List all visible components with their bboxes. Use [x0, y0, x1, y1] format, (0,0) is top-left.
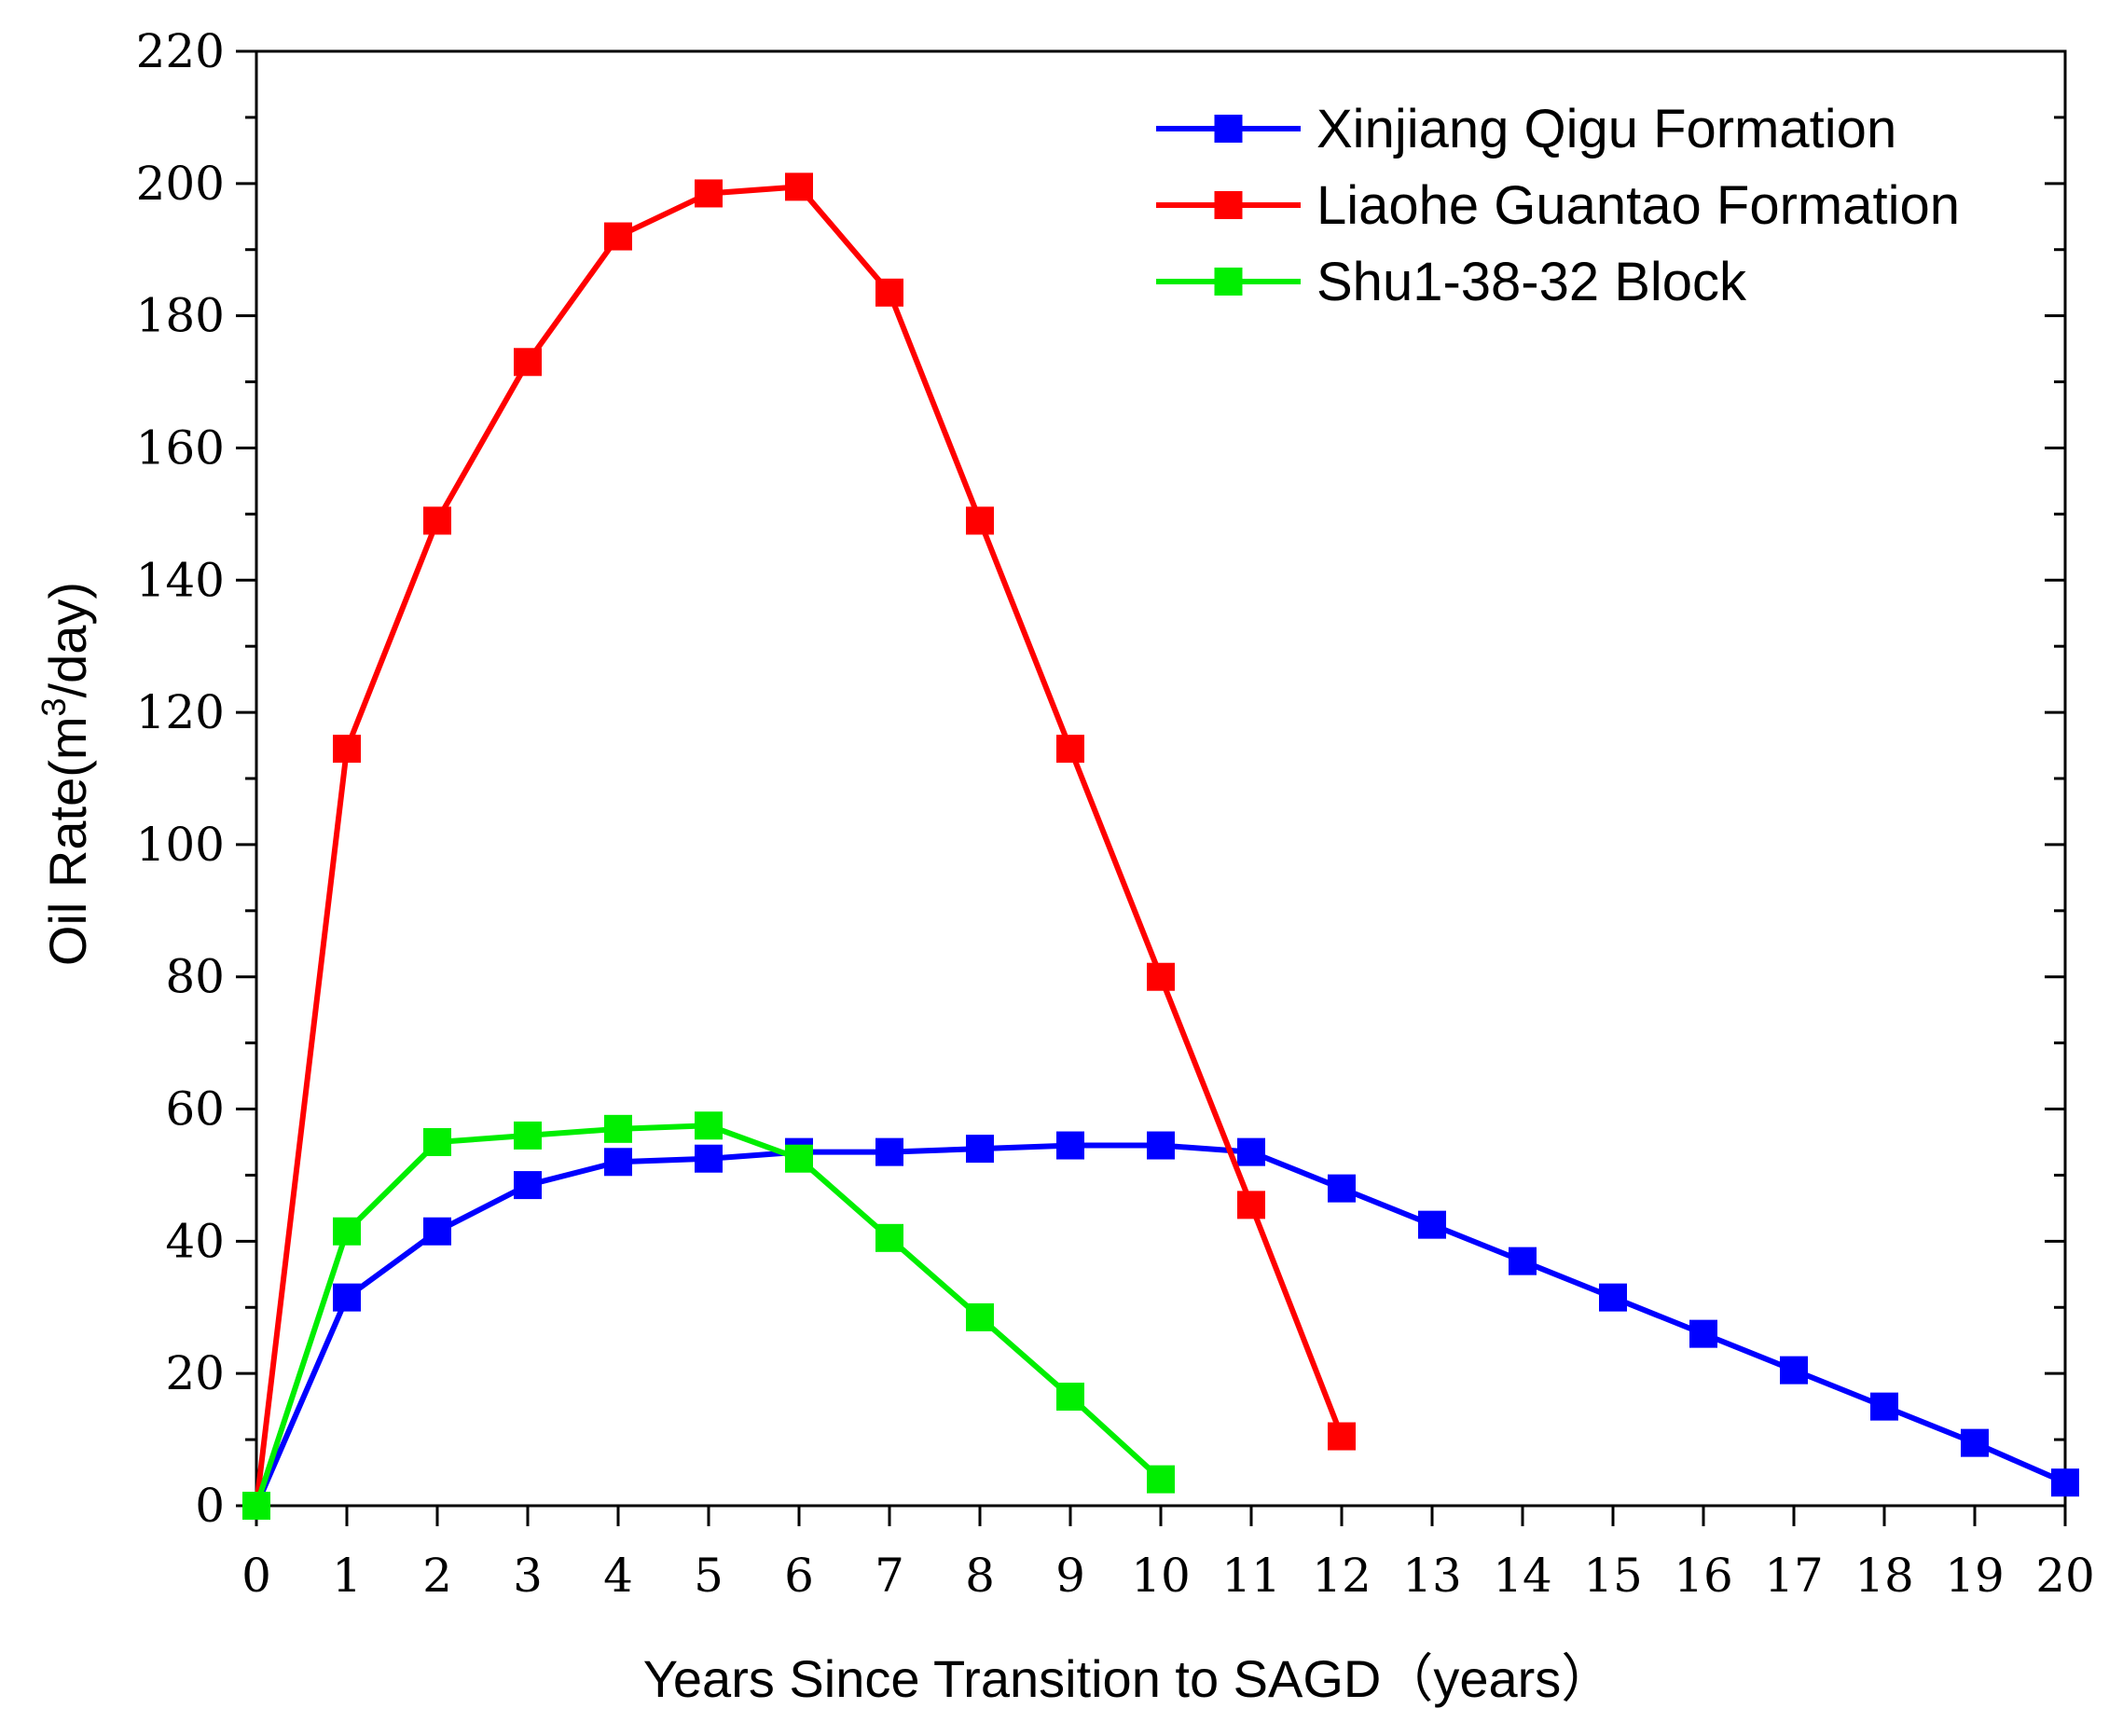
y-tick-label: 60	[165, 1082, 225, 1137]
data-point-marker	[1780, 1356, 1808, 1385]
x-tick-label: 14	[1493, 1549, 1552, 1603]
data-point-marker	[423, 506, 451, 535]
x-tick-label: 1	[332, 1549, 362, 1603]
x-tick-label: 11	[1221, 1549, 1281, 1603]
data-point-marker	[966, 1135, 994, 1164]
legend-label: Liaohe Guantao Formation	[1316, 175, 1960, 236]
data-point-marker	[2051, 1468, 2079, 1497]
series-line	[254, 1123, 1164, 1507]
data-point-marker	[1147, 1465, 1175, 1494]
data-point-marker	[875, 1137, 903, 1166]
data-point-marker	[1056, 1383, 1084, 1411]
y-tick-label: 200	[136, 157, 225, 211]
data-point-marker	[1961, 1428, 1989, 1457]
y-tick-label: 220	[136, 24, 225, 78]
x-tick-label: 2	[422, 1549, 452, 1603]
data-point-marker	[695, 1144, 723, 1173]
y-tick-label: 140	[136, 553, 225, 607]
legend: Xinjiang Qigu Formation Liaohe Guantao Fo…	[1156, 99, 1960, 312]
x-tick-label: 4	[603, 1549, 633, 1603]
data-point-marker	[604, 1114, 632, 1143]
data-point-marker	[1056, 735, 1084, 764]
legend-item: Shu1-38-32 Block	[1156, 252, 1747, 312]
y-axis-title: Oil Rate(m3/day)	[34, 582, 97, 966]
x-tick-label: 18	[1854, 1549, 1914, 1603]
data-point-marker	[514, 1121, 542, 1150]
data-point-marker	[966, 1302, 994, 1331]
series-1	[242, 172, 1356, 1520]
series-2	[242, 1111, 1175, 1520]
x-tick-label: 15	[1583, 1549, 1643, 1603]
y-tick-label: 40	[165, 1214, 225, 1268]
data-point-marker	[1689, 1319, 1717, 1348]
legend-item: Xinjiang Qigu Formation	[1156, 99, 1896, 159]
data-point-marker	[1237, 1137, 1265, 1166]
y-tick-label: 0	[195, 1479, 225, 1533]
x-axis-title: Years Since Transition to SAGD（years）	[643, 1649, 1614, 1708]
x-tick-label: 20	[2035, 1549, 2095, 1603]
data-point-marker	[1418, 1210, 1446, 1239]
x-tick-label: 9	[1055, 1549, 1085, 1603]
data-point-marker	[514, 348, 542, 377]
series-0	[242, 1131, 2079, 1520]
x-tick-label: 5	[694, 1549, 724, 1603]
series-line	[254, 184, 1344, 1507]
plot-frame	[255, 49, 2067, 1508]
data-point-marker	[333, 735, 361, 764]
x-tick-label: 17	[1764, 1549, 1824, 1603]
x-tick-label: 12	[1312, 1549, 1372, 1603]
data-point-marker	[1147, 1131, 1175, 1160]
x-tick-label: 7	[875, 1549, 904, 1603]
legend-marker	[1214, 268, 1243, 296]
legend-label: Shu1-38-32 Block	[1316, 252, 1747, 312]
data-point-marker	[1599, 1283, 1627, 1312]
legend-item: Liaohe Guantao Formation	[1156, 175, 1960, 236]
x-tick-label: 16	[1674, 1549, 1733, 1603]
data-point-marker	[604, 1148, 632, 1177]
data-point-marker	[875, 278, 903, 307]
data-point-marker	[242, 1492, 270, 1520]
data-point-marker	[333, 1283, 361, 1312]
x-tick-label: 8	[965, 1549, 995, 1603]
y-axis-ticks: 0 20 40 60 80 100 120 140 160 180 200 220	[136, 24, 2065, 1533]
data-point-marker	[875, 1223, 903, 1252]
data-point-marker	[604, 222, 632, 251]
y-tick-label: 100	[136, 818, 225, 872]
y-tick-label: 120	[136, 685, 225, 739]
legend-marker	[1214, 115, 1243, 143]
data-point-marker	[785, 1144, 813, 1173]
x-tick-label: 19	[1945, 1549, 2005, 1603]
data-point-marker	[1056, 1131, 1084, 1160]
x-tick-label: 3	[513, 1549, 543, 1603]
data-point-marker	[1328, 1422, 1356, 1451]
x-tick-label: 0	[241, 1549, 271, 1603]
data-point-marker	[1870, 1392, 1898, 1421]
data-point-marker	[423, 1217, 451, 1246]
data-point-marker	[695, 179, 723, 208]
data-point-marker	[695, 1111, 723, 1140]
y-tick-label: 80	[165, 950, 225, 1004]
y-tick-label: 20	[165, 1346, 225, 1400]
legend-marker	[1214, 191, 1243, 219]
data-point-marker	[423, 1128, 451, 1156]
data-point-marker	[1147, 962, 1175, 991]
data-point-marker	[966, 506, 994, 535]
x-tick-label: 10	[1131, 1549, 1191, 1603]
data-point-marker	[1237, 1191, 1265, 1219]
data-point-marker	[1328, 1174, 1356, 1203]
data-point-marker	[514, 1171, 542, 1200]
data-point-marker	[1509, 1247, 1537, 1275]
data-point-marker	[333, 1217, 361, 1246]
y-tick-label: 160	[136, 420, 225, 475]
series-line	[254, 1142, 2067, 1508]
y-tick-label: 180	[136, 289, 225, 343]
x-tick-label: 13	[1402, 1549, 1462, 1603]
legend-label: Xinjiang Qigu Formation	[1316, 99, 1896, 159]
data-point-marker	[785, 172, 813, 201]
x-tick-label: 6	[784, 1549, 814, 1603]
x-axis-ticks: 0 1 2 3 4 5 6 7 8 9 10 11 12 13 14 15 16 17 18 19 20	[241, 1506, 2095, 1603]
series-layer	[242, 172, 2079, 1520]
